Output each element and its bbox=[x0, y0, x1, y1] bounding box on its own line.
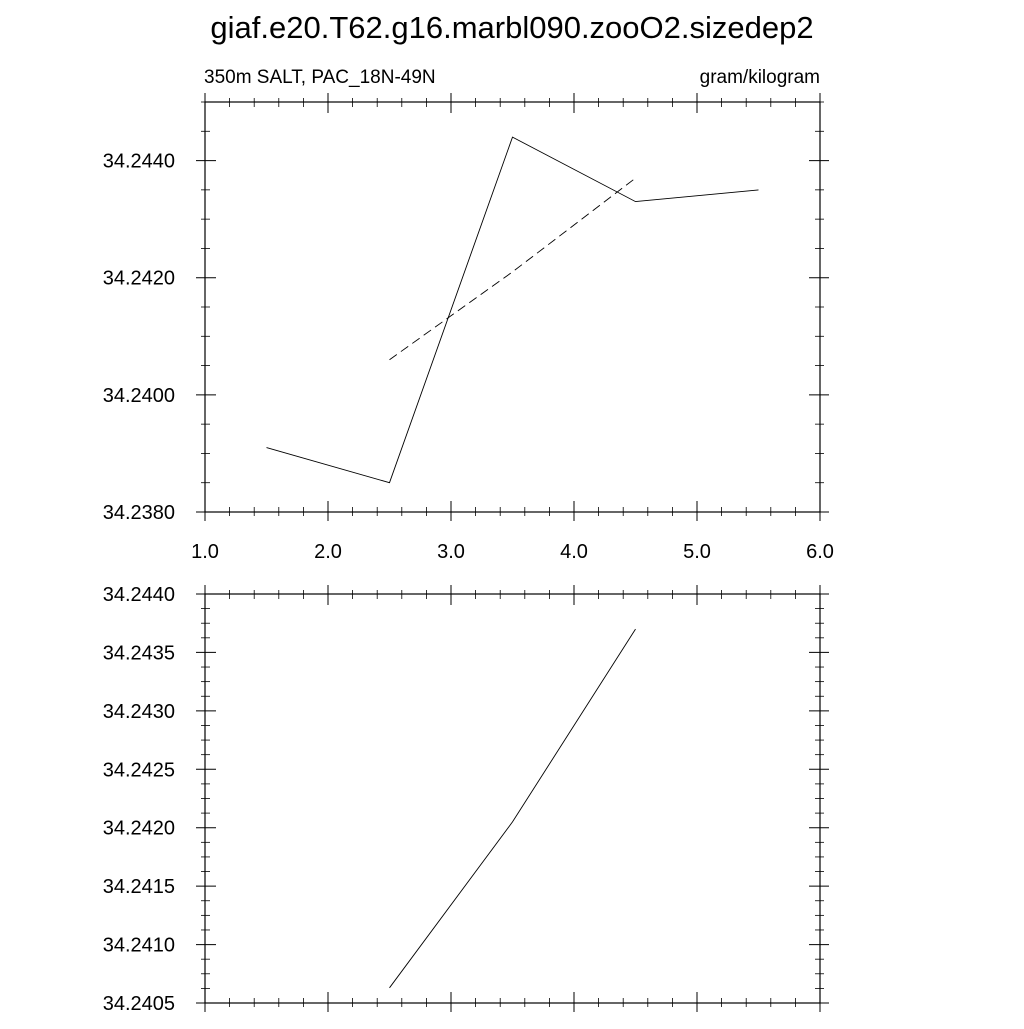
y-tick-label: 34.2420 bbox=[103, 818, 175, 840]
series-line-1 bbox=[267, 137, 759, 483]
y-tick-label: 34.2430 bbox=[103, 701, 175, 723]
y-tick-label: 34.2415 bbox=[103, 876, 175, 898]
y-tick-label: 34.2440 bbox=[103, 584, 175, 606]
y-tick-label: 34.2400 bbox=[103, 385, 175, 407]
y-tick-label: 34.2440 bbox=[103, 151, 175, 173]
y-tick-label: 34.2380 bbox=[103, 502, 175, 524]
plot-frame bbox=[205, 594, 820, 1003]
panel-2: 34.2405 34.2410 34.2415 34.2420 34.2425 34.24… bbox=[103, 584, 829, 1015]
y-tick-label: 34.2425 bbox=[103, 759, 175, 781]
panel1-subtitle-right: gram/kilogram bbox=[700, 67, 820, 88]
x-tick-label: 1.0 bbox=[191, 541, 219, 563]
y-tick-label: 34.2420 bbox=[103, 268, 175, 290]
x-tick-label: 5.0 bbox=[683, 541, 711, 563]
y-tick-label: 34.2435 bbox=[103, 642, 175, 664]
x-tick-label: 6.0 bbox=[806, 541, 834, 563]
x-tick-label: 4.0 bbox=[560, 541, 588, 563]
chart-title: giaf.e20.T62.g16.marbl090.zooO2.sizedep2 bbox=[210, 10, 813, 45]
x-tick-label: 2.0 bbox=[314, 541, 342, 563]
y-tick-label: 34.2405 bbox=[103, 993, 175, 1015]
plot-frame bbox=[205, 102, 820, 512]
x-tick-label: 3.0 bbox=[437, 541, 465, 563]
panel-1: 1.0 2.0 3.0 4.0 5.0 6.0 34.2380 34.2400 34.2420 3… bbox=[103, 93, 834, 563]
panel1-subtitle-left: 350m SALT, PAC_18N-49N bbox=[204, 67, 436, 88]
series-line-1 bbox=[390, 629, 636, 988]
series-line-2 bbox=[390, 178, 636, 360]
y-tick-label: 34.2410 bbox=[103, 935, 175, 957]
